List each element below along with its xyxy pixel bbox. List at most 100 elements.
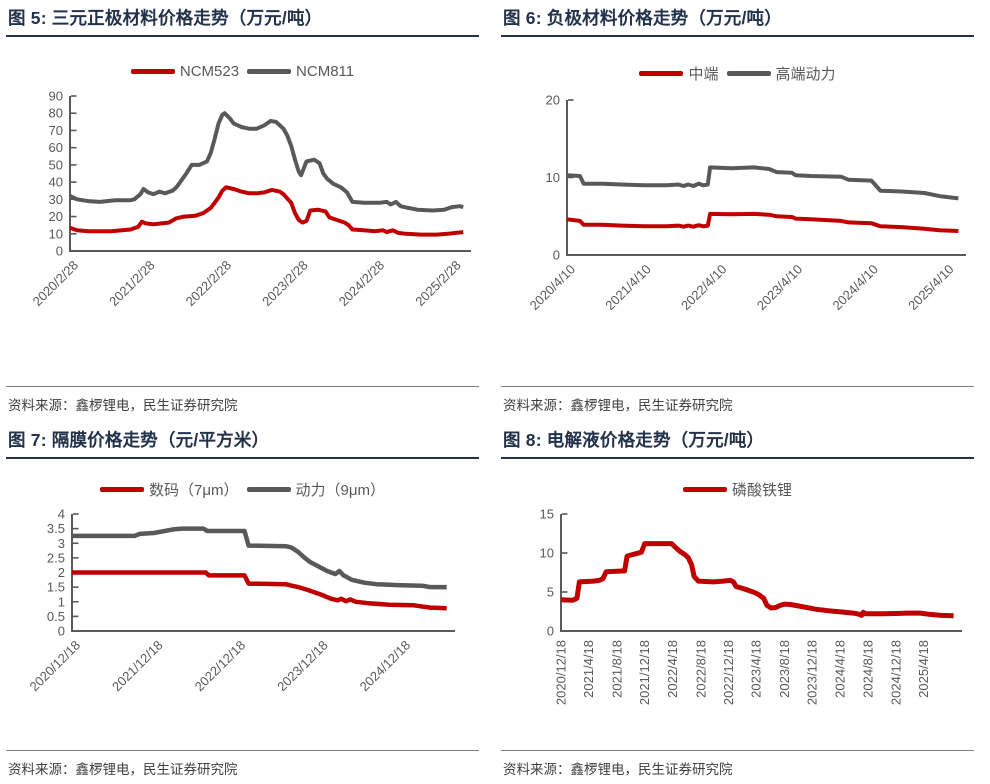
source-text: 鑫椤锂电，民生证券研究院 [570,398,733,413]
x-tick-label: 2022/12/18 [721,640,736,705]
y-tick-label: 0 [56,243,63,258]
x-tick-label: 2023/12/18 [274,637,331,694]
legend-swatch [639,70,684,76]
figure-title: 图 5: 三元正极材料价格走势（万元/吨） [6,8,479,37]
figure-panel-8: 图 8: 电解液价格走势（万元/吨） 磷酸铁锂 0 5 10 15 2020/12/18… [495,420,990,784]
x-tick-label: 2021/2/28 [106,257,158,309]
chart-canvas: 00.511.522.533.54 2020/12/18 2021/12/18 202… [26,506,455,694]
source-label: 资料来源： [8,762,76,777]
y-tick-label: 10 [540,545,554,560]
y-tick-label: 0.5 [47,609,65,624]
y-tick-label: 80 [49,106,63,121]
source-note: 资料来源：鑫椤锂电，民生证券研究院 [501,750,974,778]
x-tick-label: 2022/8/18 [693,640,708,698]
series-中端 [566,211,959,233]
source-text: 鑫椤锂电，民生证券研究院 [570,762,733,777]
chart-legend: 数码（7μm） 动力（9μm） [6,479,479,500]
x-tick-label: 2024/4/18 [832,640,847,698]
source-note: 资料来源：鑫椤锂电，民生证券研究院 [501,386,974,414]
source-text: 鑫椤锂电，民生证券研究院 [75,398,238,413]
figure-title: 图 7: 隔膜价格走势（元/平方米） [6,430,479,459]
y-tick-label: 10 [49,226,63,241]
legend-item: NCM523 [130,62,240,80]
x-tick-label: 2021/8/18 [610,640,625,698]
x-tick-label: 2022/12/18 [192,637,249,694]
legend-swatch [247,68,292,74]
y-tick-label: 2 [58,565,65,580]
y-tick-label: 50 [49,157,63,172]
x-tick-label: 2023/4/18 [749,640,764,698]
x-tick-label: 2024/8/18 [861,640,876,698]
legend-swatch [682,486,727,492]
y-tick-label: 20 [49,209,63,224]
y-tick-label: 90 [49,88,63,103]
y-tick-label: 0 [553,247,560,262]
series-NCM811 [69,111,464,213]
y-tick-label: 70 [49,123,63,138]
legend-item: 中端 [639,63,719,84]
legend-item: 高端动力 [726,63,836,84]
source-note: 资料来源：鑫椤锂电，民生证券研究院 [6,386,479,414]
series-动力（9μm） [72,526,447,590]
y-tick-label: 3 [58,536,65,551]
x-tick-label: 2023/8/18 [777,640,792,698]
figure-panel-5: 图 5: 三元正极材料价格走势（万元/吨） NCM523 NCM811 0 10 20… [0,0,495,420]
figure-title: 图 6: 负极材料价格走势（万元/吨） [501,8,974,37]
y-tick-label: 5 [547,584,554,599]
x-tick-label: 2020/12/18 [26,637,83,694]
chart-legend: 磷酸铁锂 [501,479,974,500]
legend-item: 磷酸铁锂 [682,479,792,500]
x-tick-label: 2023/4/10 [754,261,806,313]
x-tick-label: 2024/2/28 [336,257,388,309]
legend-label: 动力（9μm） [295,481,385,499]
chart-canvas: 0 10 20 30 40 50 60 70 80 90 2020/2/28 2021/2/28 202… [30,88,471,309]
chart-legend: NCM523 NCM811 [6,63,479,80]
legend-label: 高端动力 [775,65,836,83]
x-tick-label: 2025/4/10 [905,261,957,313]
x-tick-label: 2020/2/28 [30,257,82,309]
y-tick-label: 40 [49,174,63,189]
x-tick-label: 2020/12/18 [554,640,569,705]
y-tick-label: 2.5 [47,550,65,565]
y-tick-label: 1.5 [47,580,65,595]
chart-canvas: 0 10 20 2020/4/10 2021/4/10 2022/4/10 2023/4/1… [527,92,966,313]
legend-label: NCM523 [179,62,240,80]
y-tick-label: 3.5 [47,521,65,536]
source-note: 资料来源：鑫椤锂电，民生证券研究院 [6,750,479,778]
x-tick-label: 2021/4/18 [581,640,596,698]
x-tick-label: 2022/2/28 [183,257,235,309]
chart-canvas: 0 5 10 15 2020/12/18 2021/4/18 2021/8/18 2021/1… [540,506,962,705]
x-tick-label: 2024/12/18 [888,640,903,705]
legend-item: 动力（9μm） [246,479,385,500]
y-tick-label: 30 [49,192,63,207]
y-tick-label: 0 [547,623,554,638]
legend-item: 数码（7μm） [100,479,239,500]
series-数码（7μm） [72,570,447,611]
legend-swatch [100,486,145,492]
figure-title: 图 8: 电解液价格走势（万元/吨） [501,430,974,459]
series-磷酸铁锂 [560,540,954,619]
source-label: 资料来源： [503,762,571,777]
x-tick-label: 2024/12/18 [357,637,414,694]
y-tick-label: 20 [546,92,560,107]
legend-item: NCM811 [247,63,354,80]
y-tick-label: 0 [58,623,65,638]
y-tick-label: 4 [58,506,65,521]
chart-legend: 中端 高端动力 [501,63,974,84]
x-tick-label: 2025/4/18 [916,640,931,698]
series-NCM523 [69,185,464,237]
x-tick-label: 2024/4/10 [829,261,881,313]
legend-label: 磷酸铁锂 [731,481,792,499]
x-tick-label: 2021/4/10 [602,261,654,313]
legend-swatch [246,486,291,492]
x-tick-label: 2021/12/18 [109,637,166,694]
source-label: 资料来源： [8,398,76,413]
figure-panel-6: 图 6: 负极材料价格走势（万元/吨） 中端 高端动力 0 10 20 2020/4/1… [495,0,990,420]
legend-swatch [726,70,771,76]
x-tick-label: 2020/4/10 [527,261,579,313]
y-tick-label: 1 [58,594,65,609]
x-tick-label: 2021/12/18 [637,640,652,705]
series-高端动力 [566,165,959,201]
legend-label: 中端 [688,65,719,83]
